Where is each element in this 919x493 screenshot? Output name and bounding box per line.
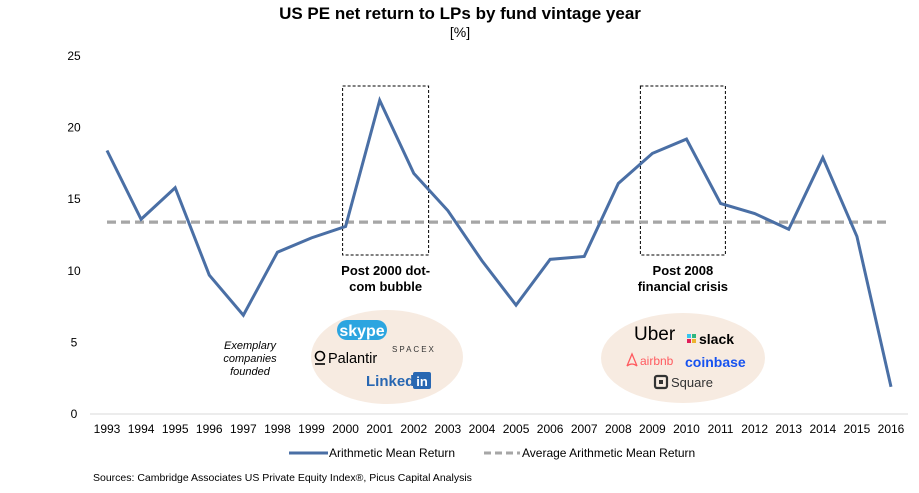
slack-icon bbox=[687, 334, 696, 343]
airbnb-logo: airbnb bbox=[626, 352, 674, 368]
y-tick-label: 20 bbox=[67, 121, 81, 135]
y-tick-label: 10 bbox=[67, 264, 81, 278]
examples-label: Exemplary companies founded bbox=[223, 340, 277, 378]
svg-text:in: in bbox=[416, 374, 428, 389]
x-tick-label: 1999 bbox=[298, 422, 325, 436]
x-tick-label: 2008 bbox=[605, 422, 632, 436]
x-tick-label: 2016 bbox=[878, 422, 905, 436]
linkedin-logo-text: Linked bbox=[366, 373, 414, 390]
square-icon bbox=[653, 374, 669, 390]
square-logo: Square bbox=[653, 374, 713, 390]
annotation-label: financial crisis bbox=[638, 279, 728, 294]
annotation-label: Post 2008 bbox=[653, 263, 714, 278]
annotation-box bbox=[639, 85, 726, 256]
x-tick-label: 2000 bbox=[332, 422, 359, 436]
airbnb-logo-text: airbnb bbox=[640, 354, 674, 368]
x-tick-label: 2003 bbox=[435, 422, 462, 436]
legend-label-mean: Arithmetic Mean Return bbox=[329, 446, 455, 460]
annotation-box bbox=[342, 85, 430, 256]
x-tick-label: 2001 bbox=[366, 422, 393, 436]
linkedin-icon bbox=[413, 372, 431, 389]
chart-title: US PE net return to LPs by fund vintage … bbox=[279, 4, 641, 23]
square-logo-text: Square bbox=[671, 375, 713, 390]
svg-text:Exemplary: Exemplary bbox=[224, 340, 277, 352]
spacex-logo: SPACEX bbox=[392, 345, 436, 354]
x-tick-label: 2015 bbox=[844, 422, 871, 436]
y-tick-label: 0 bbox=[71, 407, 78, 421]
annotations: Post 2000 dot-com bubble Post 2008financi… bbox=[341, 85, 728, 294]
x-tick-label: 2011 bbox=[708, 422, 734, 436]
x-tick-label: 2004 bbox=[469, 422, 496, 436]
x-tick-label: 2009 bbox=[639, 422, 666, 436]
airbnb-icon bbox=[626, 352, 638, 367]
x-tick-label: 2002 bbox=[400, 422, 427, 436]
svg-text:founded: founded bbox=[230, 366, 271, 378]
examples-group-1: skype Palantir SPACEX Linked in bbox=[311, 310, 463, 404]
x-tick-label: 2010 bbox=[673, 422, 700, 436]
x-tick-label: 2005 bbox=[503, 422, 530, 436]
slack-logo-text: slack bbox=[699, 331, 734, 347]
uber-logo: Uber bbox=[634, 324, 676, 345]
x-tick-label: 2006 bbox=[537, 422, 564, 436]
series-line-mean bbox=[105, 96, 893, 388]
annotation-label: Post 2000 dot- bbox=[341, 263, 430, 278]
source-note: Sources: Cambridge Associates US Private… bbox=[93, 472, 472, 484]
x-tick-label: 1995 bbox=[162, 422, 189, 436]
svg-text:companies: companies bbox=[223, 353, 277, 365]
linkedin-logo: Linked in bbox=[366, 372, 431, 390]
y-tick-label: 25 bbox=[67, 49, 81, 63]
example-ellipse-2 bbox=[601, 313, 765, 403]
series-group bbox=[105, 96, 893, 388]
y-axis: 0 5 10 15 20 25 bbox=[67, 49, 81, 421]
y-tick-label: 15 bbox=[67, 192, 81, 206]
x-tick-label: 1996 bbox=[196, 422, 223, 436]
legend-label-average: Average Arithmetic Mean Return bbox=[522, 446, 695, 460]
chart-subtitle: [%] bbox=[450, 24, 470, 40]
x-tick-label: 2013 bbox=[775, 422, 802, 436]
skype-logo-text: skype bbox=[339, 323, 384, 340]
annotation-label: com bubble bbox=[349, 279, 422, 294]
x-tick-label: 1993 bbox=[94, 422, 121, 436]
x-tick-label: 2012 bbox=[741, 422, 768, 436]
x-tick-label: 2007 bbox=[571, 422, 598, 436]
legend: Arithmetic Mean Return Average Arithmeti… bbox=[289, 446, 695, 460]
x-tick-label: 1997 bbox=[230, 422, 257, 436]
palantir-logo-text: Palantir bbox=[328, 351, 377, 367]
skype-logo-bg bbox=[337, 320, 387, 340]
slack-logo: slack bbox=[687, 331, 734, 347]
palantir-logo: Palantir bbox=[314, 350, 377, 367]
x-axis: 1993 1994 1995 1996 1997 1998 1999 2000 2001 2002… bbox=[94, 422, 905, 436]
x-tick-label: 2014 bbox=[809, 422, 836, 436]
x-tick-label: 1998 bbox=[264, 422, 291, 436]
y-tick-label: 5 bbox=[71, 335, 78, 349]
x-tick-label: 1994 bbox=[128, 422, 155, 436]
palantir-icon bbox=[314, 350, 326, 362]
coinbase-logo: coinbase bbox=[685, 354, 746, 370]
skype-logo: skype bbox=[337, 320, 387, 340]
examples-group-2: Uber slack airbnb coinbase Square bbox=[601, 313, 765, 403]
